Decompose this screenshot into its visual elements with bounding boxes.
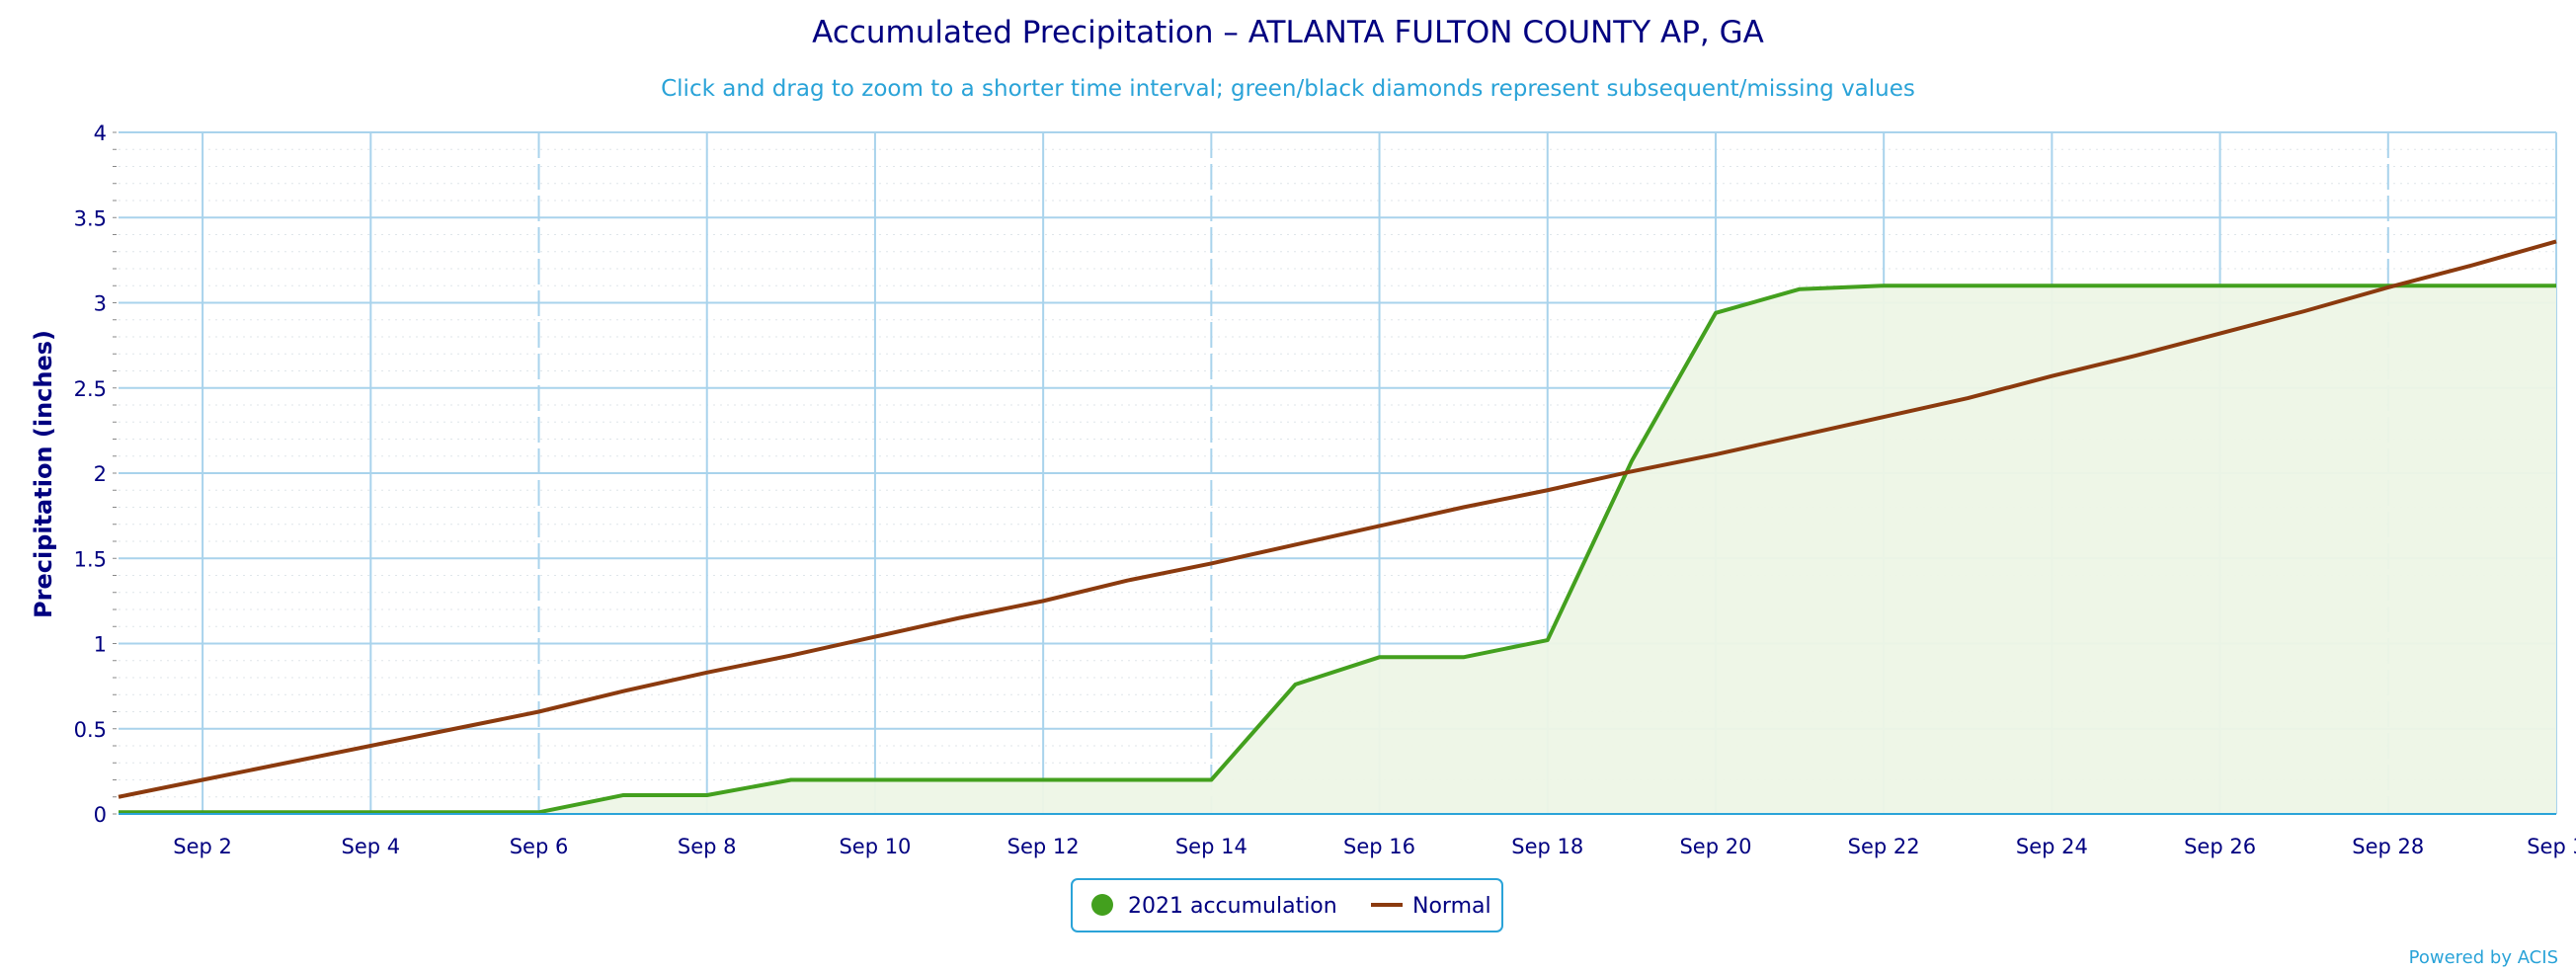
legend-marker-2021-accumulation [1091,894,1113,916]
x-tick-label: Sep 16 [1343,835,1415,858]
y-axis: 0 0.5 1 1.5 2 2.5 3 3.5 4 [74,122,117,827]
y-tick-label: 2 [94,462,107,486]
y-tick-label: 3 [94,292,107,316]
y-tick-label: 0.5 [74,718,107,742]
x-tick-label: Sep 4 [341,835,400,858]
x-tick-label: Sep 22 [1848,835,1920,858]
x-tick-label: Sep 2 [173,835,232,858]
x-tick-label: Sep 8 [678,835,737,858]
x-tick-label: Sep 6 [510,835,569,858]
y-tick-label: 1 [94,633,107,657]
series-line-2021-accumulation[interactable] [119,284,2556,815]
x-axis: Sep 2 Sep 4 Sep 6 Sep 8 Sep 10 Sep 12 Sep 14 Se… [119,813,2576,858]
y-tick-label: 1.5 [74,547,107,571]
x-tick-label: Sep 3 [2527,835,2576,858]
y-tick-label: 4 [94,122,107,145]
series-area-2021-accumulation [119,285,2556,814]
y-tick-label: 2.5 [74,377,107,401]
legend-item-normal[interactable]: Normal [1371,894,1491,919]
x-tick-label: Sep 20 [1679,835,1751,858]
chart-title: Accumulated Precipitation – ATLANTA FULT… [812,15,1764,50]
y-tick-label: 3.5 [74,206,107,230]
x-tick-label: Sep 18 [1511,835,1583,858]
series-line-normal[interactable] [118,239,2557,799]
x-tick-label: Sep 24 [2016,835,2088,858]
x-tick-label: Sep 14 [1175,835,1248,858]
legend-label-2021-accumulation: 2021 accumulation [1128,894,1337,919]
y-tick-label: 0 [94,803,107,827]
chart-subtitle: Click and drag to zoom to a shorter time… [661,76,1915,102]
x-tick-label: Sep 26 [2184,835,2256,858]
x-tick-label: Sep 12 [1007,835,1080,858]
legend-box [1071,878,1503,932]
plot-series [118,239,2557,815]
x-tick-label: Sep 10 [839,835,911,858]
legend-label-normal: Normal [1412,894,1491,919]
legend-item-2021-accumulation[interactable]: 2021 accumulation [1091,894,1337,919]
x-tick-label: Sep 28 [2352,835,2424,858]
legend: 2021 accumulation Normal [1071,878,1503,932]
credit-text[interactable]: Powered by ACIS [2409,947,2558,968]
y-axis-label: Precipitation (inches) [30,330,57,618]
